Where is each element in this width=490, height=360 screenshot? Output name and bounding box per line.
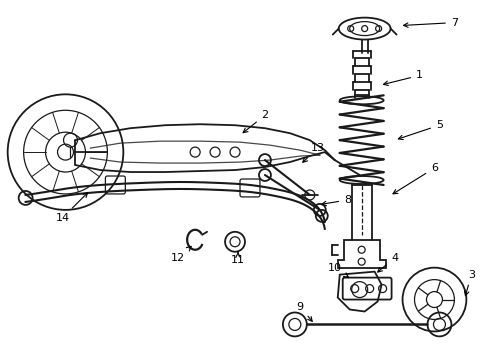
Text: 3: 3	[465, 270, 475, 296]
Text: 12: 12	[171, 246, 191, 263]
Text: 9: 9	[296, 302, 312, 321]
Text: 5: 5	[398, 120, 443, 140]
Text: 4: 4	[378, 253, 398, 272]
Text: 14: 14	[55, 193, 88, 223]
Text: 1: 1	[384, 71, 423, 85]
Text: 8: 8	[322, 195, 351, 206]
Text: 6: 6	[393, 163, 438, 194]
Text: 11: 11	[231, 252, 245, 265]
Text: 10: 10	[328, 263, 348, 277]
Text: 13: 13	[303, 143, 325, 162]
Text: 7: 7	[404, 18, 458, 28]
Text: 2: 2	[243, 110, 269, 133]
